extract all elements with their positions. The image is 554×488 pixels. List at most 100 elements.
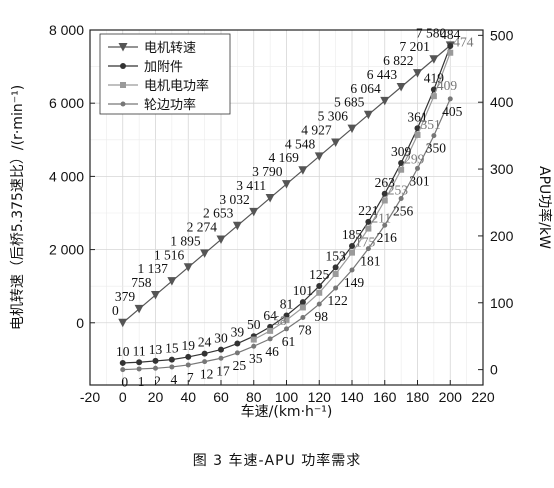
series-point [284, 326, 289, 332]
series-point [267, 336, 273, 342]
series-point [430, 93, 437, 100]
series-point [234, 350, 240, 356]
data-label: 379 [115, 289, 136, 304]
data-label: 0 [121, 375, 128, 390]
data-label: 6 064 [350, 81, 381, 96]
series-point [363, 110, 373, 120]
series-point [283, 317, 290, 324]
series-point [447, 96, 453, 102]
legend-label: 加附件 [144, 60, 183, 75]
series-point [349, 242, 355, 249]
series-layer [118, 41, 455, 373]
x-tick-label: 220 [471, 389, 495, 405]
series-point [202, 359, 208, 365]
data-label: 13 [149, 342, 163, 357]
legend-label: 电机电功率 [144, 78, 209, 94]
y-left-tick-label: 0 [76, 315, 84, 331]
legend-marker [120, 101, 126, 107]
series-point [267, 327, 274, 334]
data-label: 361 [407, 109, 427, 124]
x-tick-label: 140 [340, 389, 364, 405]
series-2 [250, 49, 454, 343]
series-point [152, 357, 159, 364]
data-label: 419 [424, 71, 445, 86]
series-point [380, 96, 390, 106]
data-label: 153 [326, 248, 347, 263]
series-point [381, 190, 388, 197]
data-label: 1 516 [154, 247, 185, 262]
data-label: 301 [409, 173, 429, 188]
series-point [185, 362, 191, 368]
series-point [232, 221, 242, 231]
series-point [282, 180, 291, 189]
series-point [118, 318, 128, 328]
y-left-tick-label: 6 000 [49, 95, 84, 111]
data-label: 4 927 [301, 122, 332, 137]
data-label: 256 [393, 203, 414, 218]
data-label: 46 [265, 344, 279, 359]
series-point [298, 166, 308, 175]
x-tick-label: 160 [373, 389, 397, 405]
series-point [347, 124, 357, 134]
series-point [398, 195, 404, 201]
y-left-tick-label: 8 000 [49, 22, 84, 38]
series-point [218, 355, 224, 361]
data-label: 211 [371, 211, 391, 226]
series-point [316, 301, 322, 307]
x-tick-label: 0 [119, 389, 127, 405]
data-label: 50 [247, 317, 261, 332]
series-point [429, 55, 439, 64]
data-label: 5 685 [334, 95, 365, 110]
data-label: 19 [182, 338, 196, 353]
data-label: 30 [214, 331, 228, 346]
data-label: 3 032 [219, 192, 249, 207]
series-point [316, 289, 323, 296]
series-point [200, 249, 210, 258]
y-right-tick-label: 200 [490, 228, 514, 244]
series-point [314, 152, 324, 161]
y-right-tick-label: 100 [490, 295, 514, 311]
legend-marker [120, 82, 126, 88]
series-point [349, 249, 355, 256]
data-label: 25 [233, 358, 247, 373]
series-point [365, 218, 372, 225]
data-label: 0 [112, 303, 119, 318]
data-label: 24 [198, 335, 212, 350]
legend-label: 轮边功率 [144, 97, 196, 113]
y-right-tick-label: 300 [490, 161, 514, 177]
x-tick-label: -20 [80, 389, 100, 405]
series-point [234, 340, 241, 347]
series-point [299, 299, 306, 306]
data-label: 1 137 [138, 261, 169, 276]
data-label: 409 [437, 78, 458, 93]
data-label: 122 [328, 293, 348, 308]
series-point [216, 235, 226, 245]
series-point [332, 264, 339, 271]
data-label: 216 [377, 230, 398, 245]
x-tick-label: 40 [180, 389, 196, 405]
series-point [333, 285, 339, 291]
series-point [119, 359, 126, 366]
figure-caption: 图 3 车速-APU 功率需求 [192, 453, 362, 469]
series-point [381, 197, 388, 204]
y-axis-right-title: APU功率/kW [536, 166, 553, 249]
data-label: 351 [421, 117, 441, 132]
data-label: 175 [355, 235, 376, 250]
series-point [332, 271, 339, 278]
y-left-tick-label: 2 000 [49, 242, 84, 258]
series-point [398, 160, 405, 167]
data-label: 61 [282, 334, 296, 349]
series-point [168, 356, 175, 363]
data-label: 3 790 [252, 164, 283, 179]
series-point [169, 364, 175, 370]
data-label: 185 [342, 227, 363, 242]
data-label: 4 548 [285, 136, 316, 151]
data-label: 1 895 [170, 233, 201, 248]
data-label: 474 [453, 35, 474, 50]
data-label: 299 [404, 152, 425, 167]
data-label: 4 169 [269, 150, 300, 165]
data-label: 3 411 [236, 178, 266, 193]
